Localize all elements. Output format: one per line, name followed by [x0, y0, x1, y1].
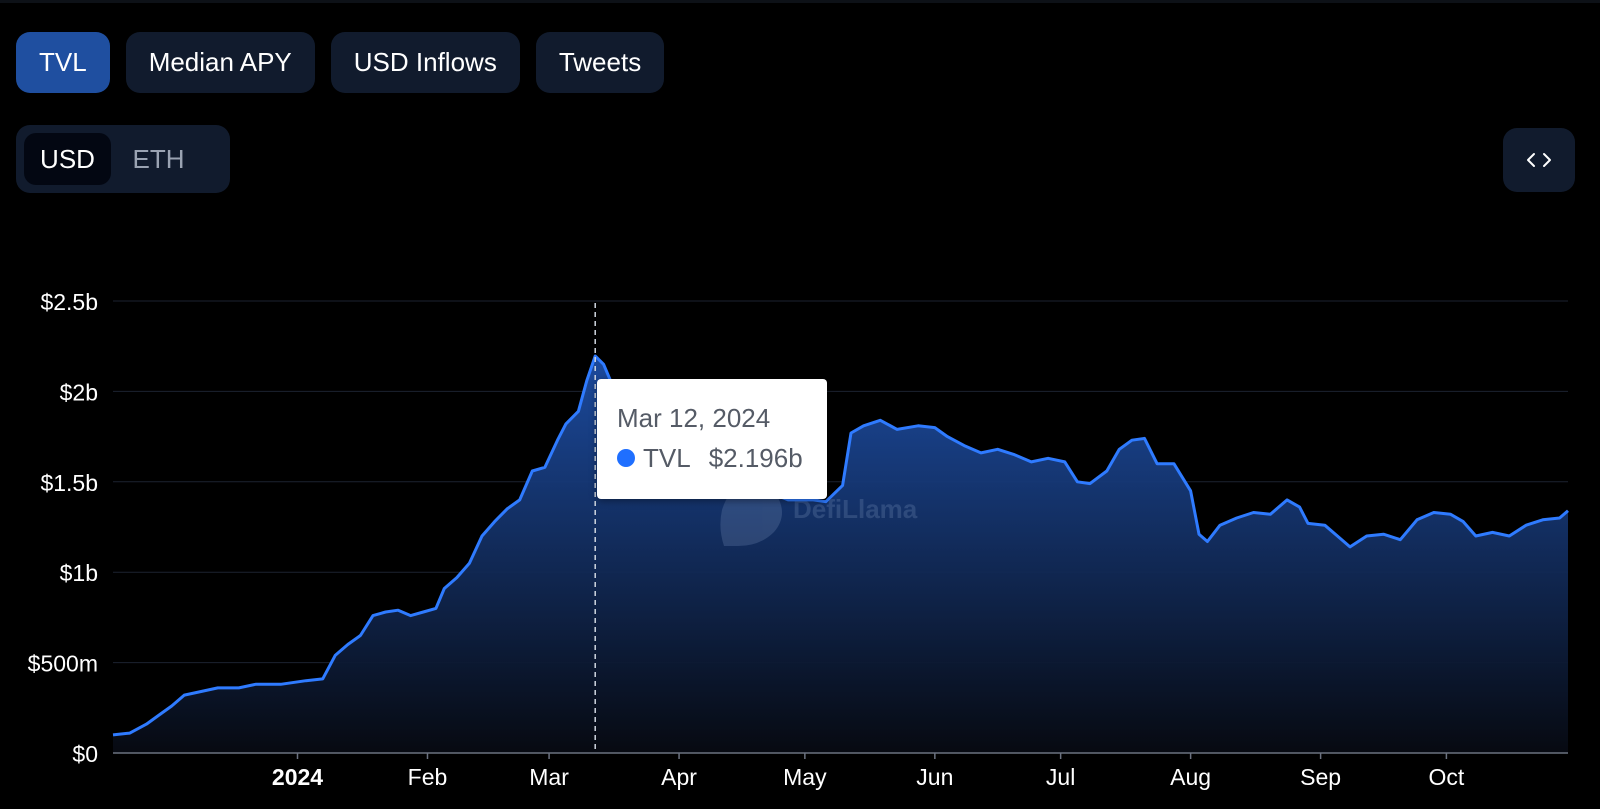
x-tick-label: Mar [529, 764, 569, 790]
tvl-line [112, 354, 1569, 737]
x-tick-label: Oct [1429, 764, 1465, 790]
y-tick-label: $500m [28, 651, 98, 677]
axis-layer: $0 $500m $1b $1.5b $2b $2.5b 2024 Feb Mar Apr May J… [28, 289, 1568, 790]
code-brackets-icon [1527, 153, 1551, 167]
hover-tooltip: Mar 12, 2024 TVL $2.196b [597, 379, 827, 499]
metric-tabs: TVL Median APY USD Inflows Tweets [16, 32, 665, 93]
tab-median-apy[interactable]: Median APY [125, 32, 315, 93]
x-tick-label: Feb [408, 764, 448, 790]
tooltip-series-name: TVL [643, 443, 691, 473]
embed-code-button[interactable] [1503, 128, 1575, 192]
currency-option-usd[interactable]: USD [24, 133, 111, 185]
tab-tvl[interactable]: TVL [16, 32, 110, 93]
x-tick-label: Sep [1300, 764, 1341, 790]
line-layer [112, 354, 1569, 737]
x-tick-label: May [783, 764, 827, 790]
currency-toggle: USD ETH [16, 125, 230, 193]
y-tick-label: $1b [60, 560, 98, 586]
tab-usd-inflows[interactable]: USD Inflows [330, 32, 520, 93]
x-tick-label: 2024 [272, 764, 323, 790]
tooltip-date: Mar 12, 2024 [617, 403, 771, 433]
x-tick-label: Apr [661, 764, 697, 790]
x-tick-label: Jul [1046, 764, 1075, 790]
tooltip-row: TVL $2.196b [617, 441, 807, 475]
x-tick-label: Jun [916, 764, 953, 790]
top-border [0, 0, 1600, 3]
currency-option-eth[interactable]: ETH [132, 143, 185, 174]
y-tick-label: $2.5b [40, 289, 98, 315]
area-layer [113, 356, 1568, 753]
y-tick-label: $0 [72, 741, 98, 767]
y-tick-label: $1.5b [40, 470, 98, 496]
tab-tweets[interactable]: Tweets [535, 32, 665, 93]
tvl-area [113, 356, 1568, 753]
tooltip-value: $2.196b [708, 443, 803, 473]
y-tick-label: $2b [60, 379, 98, 405]
series-marker-icon [617, 449, 635, 467]
x-tick-label: Aug [1170, 764, 1211, 790]
